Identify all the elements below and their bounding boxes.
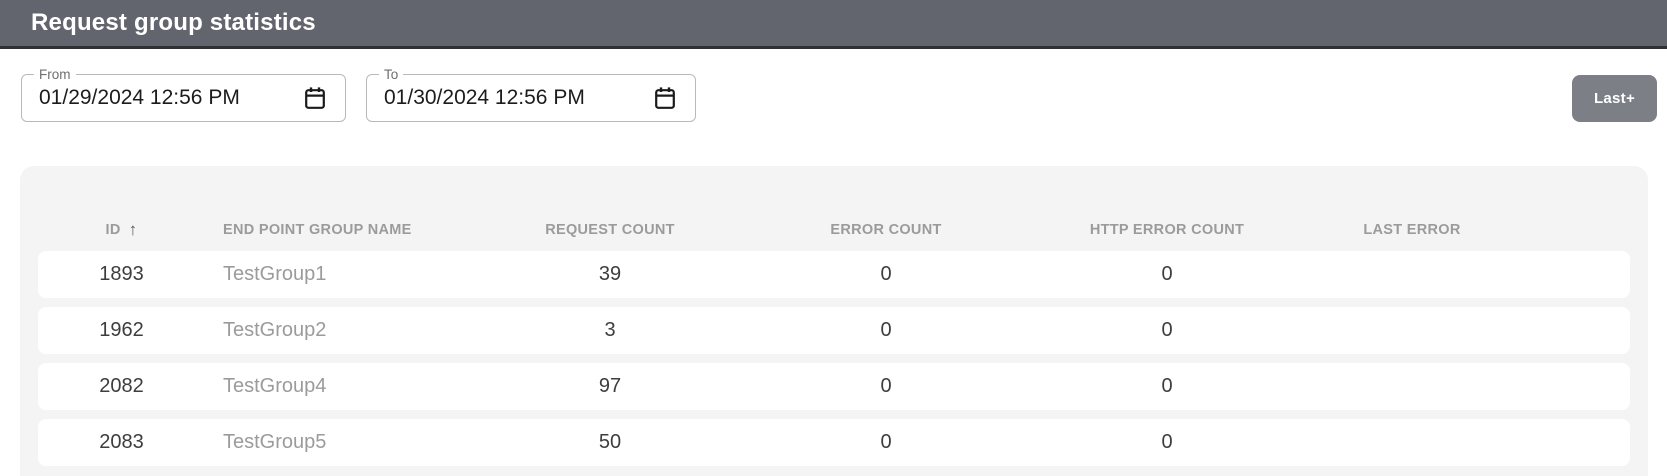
from-calendar-button[interactable]: [303, 85, 327, 111]
to-datetime-input[interactable]: [384, 86, 645, 110]
cell-error-count: 0: [880, 263, 892, 285]
column-header-http-error-count[interactable]: HTTP ERROR COUNT: [1089, 221, 1245, 238]
cell-id: 1893: [99, 263, 144, 285]
cell-id: 2082: [99, 375, 144, 397]
page-title: Request group statistics: [31, 9, 316, 36]
cell-group-name: TestGroup4: [223, 375, 327, 397]
request-group-table: ID ↑ END POINT GROUP NAME REQUEST COUNT E…: [20, 166, 1648, 476]
cell-group-name: TestGroup2: [223, 319, 327, 341]
column-header-id[interactable]: ID ↑: [105, 219, 138, 239]
to-calendar-button[interactable]: [653, 85, 677, 111]
cell-id: 2083: [99, 431, 144, 453]
column-header-request-count[interactable]: REQUEST COUNT: [545, 221, 675, 238]
cell-request-count: 50: [598, 431, 622, 453]
cell-id: 1962: [99, 319, 144, 341]
filter-bar: From To: [0, 52, 1667, 166]
table-row[interactable]: 2083 TestGroup5 50 0 0: [38, 419, 1630, 466]
column-header-end-point-group-name[interactable]: END POINT GROUP NAME: [223, 221, 412, 238]
cell-error-count: 0: [880, 319, 892, 341]
from-datetime-field[interactable]: From: [21, 66, 346, 122]
cell-http-error-count: 0: [1161, 263, 1173, 285]
table-header-row: ID ↑ END POINT GROUP NAME REQUEST COUNT E…: [38, 166, 1630, 251]
cell-http-error-count: 0: [1161, 431, 1173, 453]
column-header-last-error[interactable]: LAST ERROR: [1363, 221, 1461, 238]
to-datetime-field[interactable]: To: [366, 66, 696, 122]
cell-request-count: 3: [604, 319, 616, 341]
calendar-icon: [654, 86, 676, 110]
cell-error-count: 0: [880, 375, 892, 397]
cell-group-name: TestGroup1: [223, 263, 327, 285]
cell-group-name: TestGroup5: [223, 431, 327, 453]
calendar-icon: [304, 86, 326, 110]
table-row[interactable]: 1962 TestGroup2 3 0 0: [38, 307, 1630, 354]
last-plus-button[interactable]: Last+: [1572, 75, 1657, 122]
cell-request-count: 39: [598, 263, 622, 285]
app-bar: Request group statistics: [0, 0, 1667, 49]
cell-request-count: 97: [598, 375, 622, 397]
to-field-label: To: [379, 66, 404, 82]
cell-http-error-count: 0: [1161, 319, 1173, 341]
sort-asc-icon: ↑: [128, 219, 138, 239]
table-row[interactable]: 2082 TestGroup4 97 0 0: [38, 363, 1630, 410]
column-header-error-count[interactable]: ERROR COUNT: [830, 221, 942, 238]
from-datetime-input[interactable]: [39, 86, 295, 110]
cell-error-count: 0: [880, 431, 892, 453]
cell-http-error-count: 0: [1161, 375, 1173, 397]
table-row[interactable]: 1893 TestGroup1 39 0 0: [38, 251, 1630, 298]
from-field-label: From: [34, 66, 76, 82]
